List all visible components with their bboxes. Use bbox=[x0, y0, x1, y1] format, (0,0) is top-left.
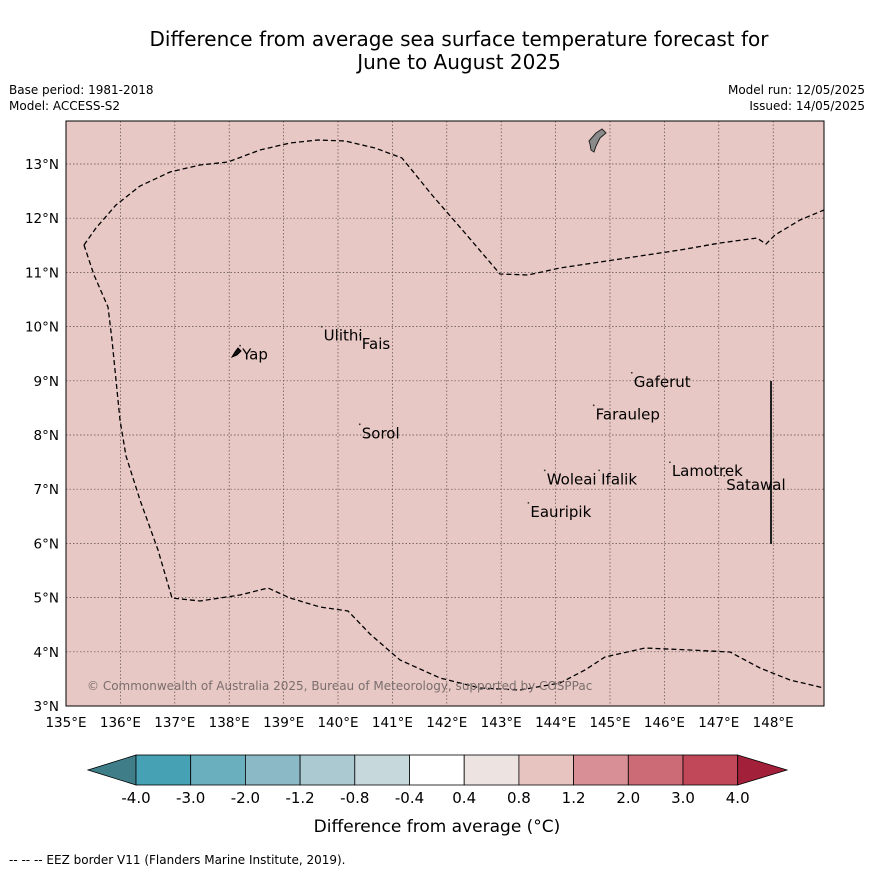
lon-tick-label: 146°E bbox=[644, 715, 685, 731]
place-label: Satawal bbox=[726, 476, 785, 494]
lon-tick-label: 147°E bbox=[698, 715, 739, 731]
colorbar-label: Difference from average (°C) bbox=[314, 817, 561, 837]
place-label: Ifalik bbox=[601, 470, 637, 488]
map-frame bbox=[65, 120, 825, 707]
base-period: Base period: 1981-2018 bbox=[9, 83, 154, 97]
place-label: Faraulep bbox=[596, 405, 660, 423]
lon-tick-label: 143°E bbox=[481, 715, 522, 731]
lon-tick-label: 142°E bbox=[426, 715, 467, 731]
place-label: Eauripik bbox=[530, 503, 591, 521]
place-marker bbox=[527, 501, 530, 504]
colorbar-segment bbox=[299, 754, 356, 786]
colorbar-segment bbox=[135, 754, 192, 786]
guam-island bbox=[588, 128, 607, 153]
place-marker bbox=[320, 325, 323, 328]
model-run: Model run: 12/05/2025 bbox=[727, 83, 865, 97]
lat-tick-label: 6°N bbox=[34, 536, 59, 552]
colorbar-tick-label: 1.2 bbox=[562, 789, 586, 807]
colorbar-segment bbox=[354, 754, 410, 786]
lon-tick-label: 137°E bbox=[154, 715, 195, 731]
place-marker bbox=[239, 344, 241, 347]
lat-tick-label: 9°N bbox=[34, 374, 59, 390]
colorbar-segment bbox=[463, 754, 520, 786]
colorbar-segment bbox=[244, 754, 301, 786]
colorbar-segment bbox=[573, 754, 629, 786]
title-line-2: June to August 2025 bbox=[357, 50, 561, 74]
lat-tick-label: 4°N bbox=[34, 645, 59, 661]
place-marker bbox=[592, 404, 595, 407]
lon-tick-label: 141°E bbox=[372, 715, 413, 731]
longitude-tick-labels: 135°E 136°E 137°E 138°E 139°E 140°E 141°E 142°E… bbox=[45, 715, 793, 731]
colorbar-segment bbox=[682, 754, 739, 786]
colorbar-tick-label: -0.4 bbox=[395, 789, 424, 807]
lat-tick-label: 13°N bbox=[25, 157, 59, 173]
colorbar-tick-label: 0.8 bbox=[507, 789, 531, 807]
lat-tick-label: 12°N bbox=[25, 211, 59, 227]
meta-right: Model run: 12/05/2025 Issued: 14/05/2025 bbox=[728, 82, 865, 114]
lon-tick-label: 148°E bbox=[753, 715, 794, 731]
lon-tick-label: 138°E bbox=[209, 715, 250, 731]
colorbar bbox=[86, 754, 789, 786]
place-marker bbox=[668, 461, 671, 464]
map-title: Difference from average sea surface temp… bbox=[0, 28, 873, 74]
place-marker bbox=[358, 423, 361, 426]
lat-tick-label: 7°N bbox=[34, 482, 59, 498]
title-line-1: Difference from average sea surface temp… bbox=[149, 27, 769, 51]
lon-tick-label: 136°E bbox=[100, 715, 141, 731]
lat-tick-label: 5°N bbox=[34, 591, 59, 607]
yap-island bbox=[230, 347, 242, 359]
copyright-text: © Commonwealth of Australia 2025, Bureau… bbox=[87, 679, 592, 693]
issued-date: Issued: 14/05/2025 bbox=[749, 99, 865, 113]
lon-tick-label: 144°E bbox=[535, 715, 576, 731]
place-marker bbox=[543, 469, 546, 472]
footnote: -- -- -- EEZ border V11 (Flanders Marine… bbox=[9, 853, 346, 867]
lat-tick-label: 10°N bbox=[25, 320, 59, 336]
colorbar-tick-label: -4.0 bbox=[121, 789, 150, 807]
colorbar-tick-label: 0.4 bbox=[452, 789, 476, 807]
place-label: Fais bbox=[362, 335, 391, 353]
colorbar-extend-high bbox=[737, 754, 789, 786]
place-marker bbox=[630, 371, 633, 374]
colorbar-segment bbox=[518, 754, 575, 786]
place-marker bbox=[598, 469, 601, 472]
latitude-tick-labels: 3°N 4°N 5°N 6°N 7°N 8°N 9°N 10°N 11°N 12°N 13°N bbox=[25, 157, 59, 715]
map-background bbox=[66, 121, 824, 706]
place-label: Sorol bbox=[362, 424, 400, 442]
colorbar-tick-labels: -4.0 -3.0 -2.0 -1.2 -0.8 -0.4 0.4 0.8 1.2 2.0 3.0 4… bbox=[121, 789, 749, 807]
colorbar-tick-label: 4.0 bbox=[726, 789, 750, 807]
place-label: Lamotrek bbox=[672, 462, 743, 480]
place-label: Woleai bbox=[547, 470, 597, 488]
eez-border bbox=[83, 139, 825, 691]
lon-tick-label: 145°E bbox=[589, 715, 630, 731]
place-marker bbox=[358, 333, 361, 336]
lon-tick-label: 140°E bbox=[317, 715, 358, 731]
place-marker bbox=[723, 474, 726, 477]
meta-left: Base period: 1981-2018 Model: ACCESS-S2 bbox=[9, 82, 154, 114]
colorbar-tick-label: -2.0 bbox=[231, 789, 260, 807]
lat-tick-label: 3°N bbox=[34, 699, 59, 715]
colorbar-tick-label: -1.2 bbox=[285, 789, 314, 807]
place-labels: Ulithi Fais Yap Gaferut Faraulep Sorol Lamotre… bbox=[239, 325, 786, 521]
lat-tick-label: 11°N bbox=[25, 265, 59, 281]
map-gridlines bbox=[66, 121, 824, 706]
colorbar-tick-label: 2.0 bbox=[616, 789, 640, 807]
place-label: Yap bbox=[241, 346, 268, 364]
colorbar-tick-label: -3.0 bbox=[176, 789, 205, 807]
lat-tick-label: 8°N bbox=[34, 428, 59, 444]
colorbar-segment bbox=[190, 754, 246, 786]
colorbar-extend-low bbox=[86, 754, 137, 786]
model-name: Model: ACCESS-S2 bbox=[9, 99, 121, 113]
colorbar-tick-label: 3.0 bbox=[671, 789, 695, 807]
colorbar-segment bbox=[627, 754, 684, 786]
colorbar-tick-label: -0.8 bbox=[340, 789, 369, 807]
colorbar-segment bbox=[409, 754, 465, 786]
place-label: Ulithi bbox=[324, 327, 363, 345]
lon-tick-label: 135°E bbox=[45, 715, 86, 731]
place-label: Gaferut bbox=[634, 373, 691, 391]
eez-border-north bbox=[83, 139, 825, 276]
lon-tick-label: 139°E bbox=[263, 715, 304, 731]
